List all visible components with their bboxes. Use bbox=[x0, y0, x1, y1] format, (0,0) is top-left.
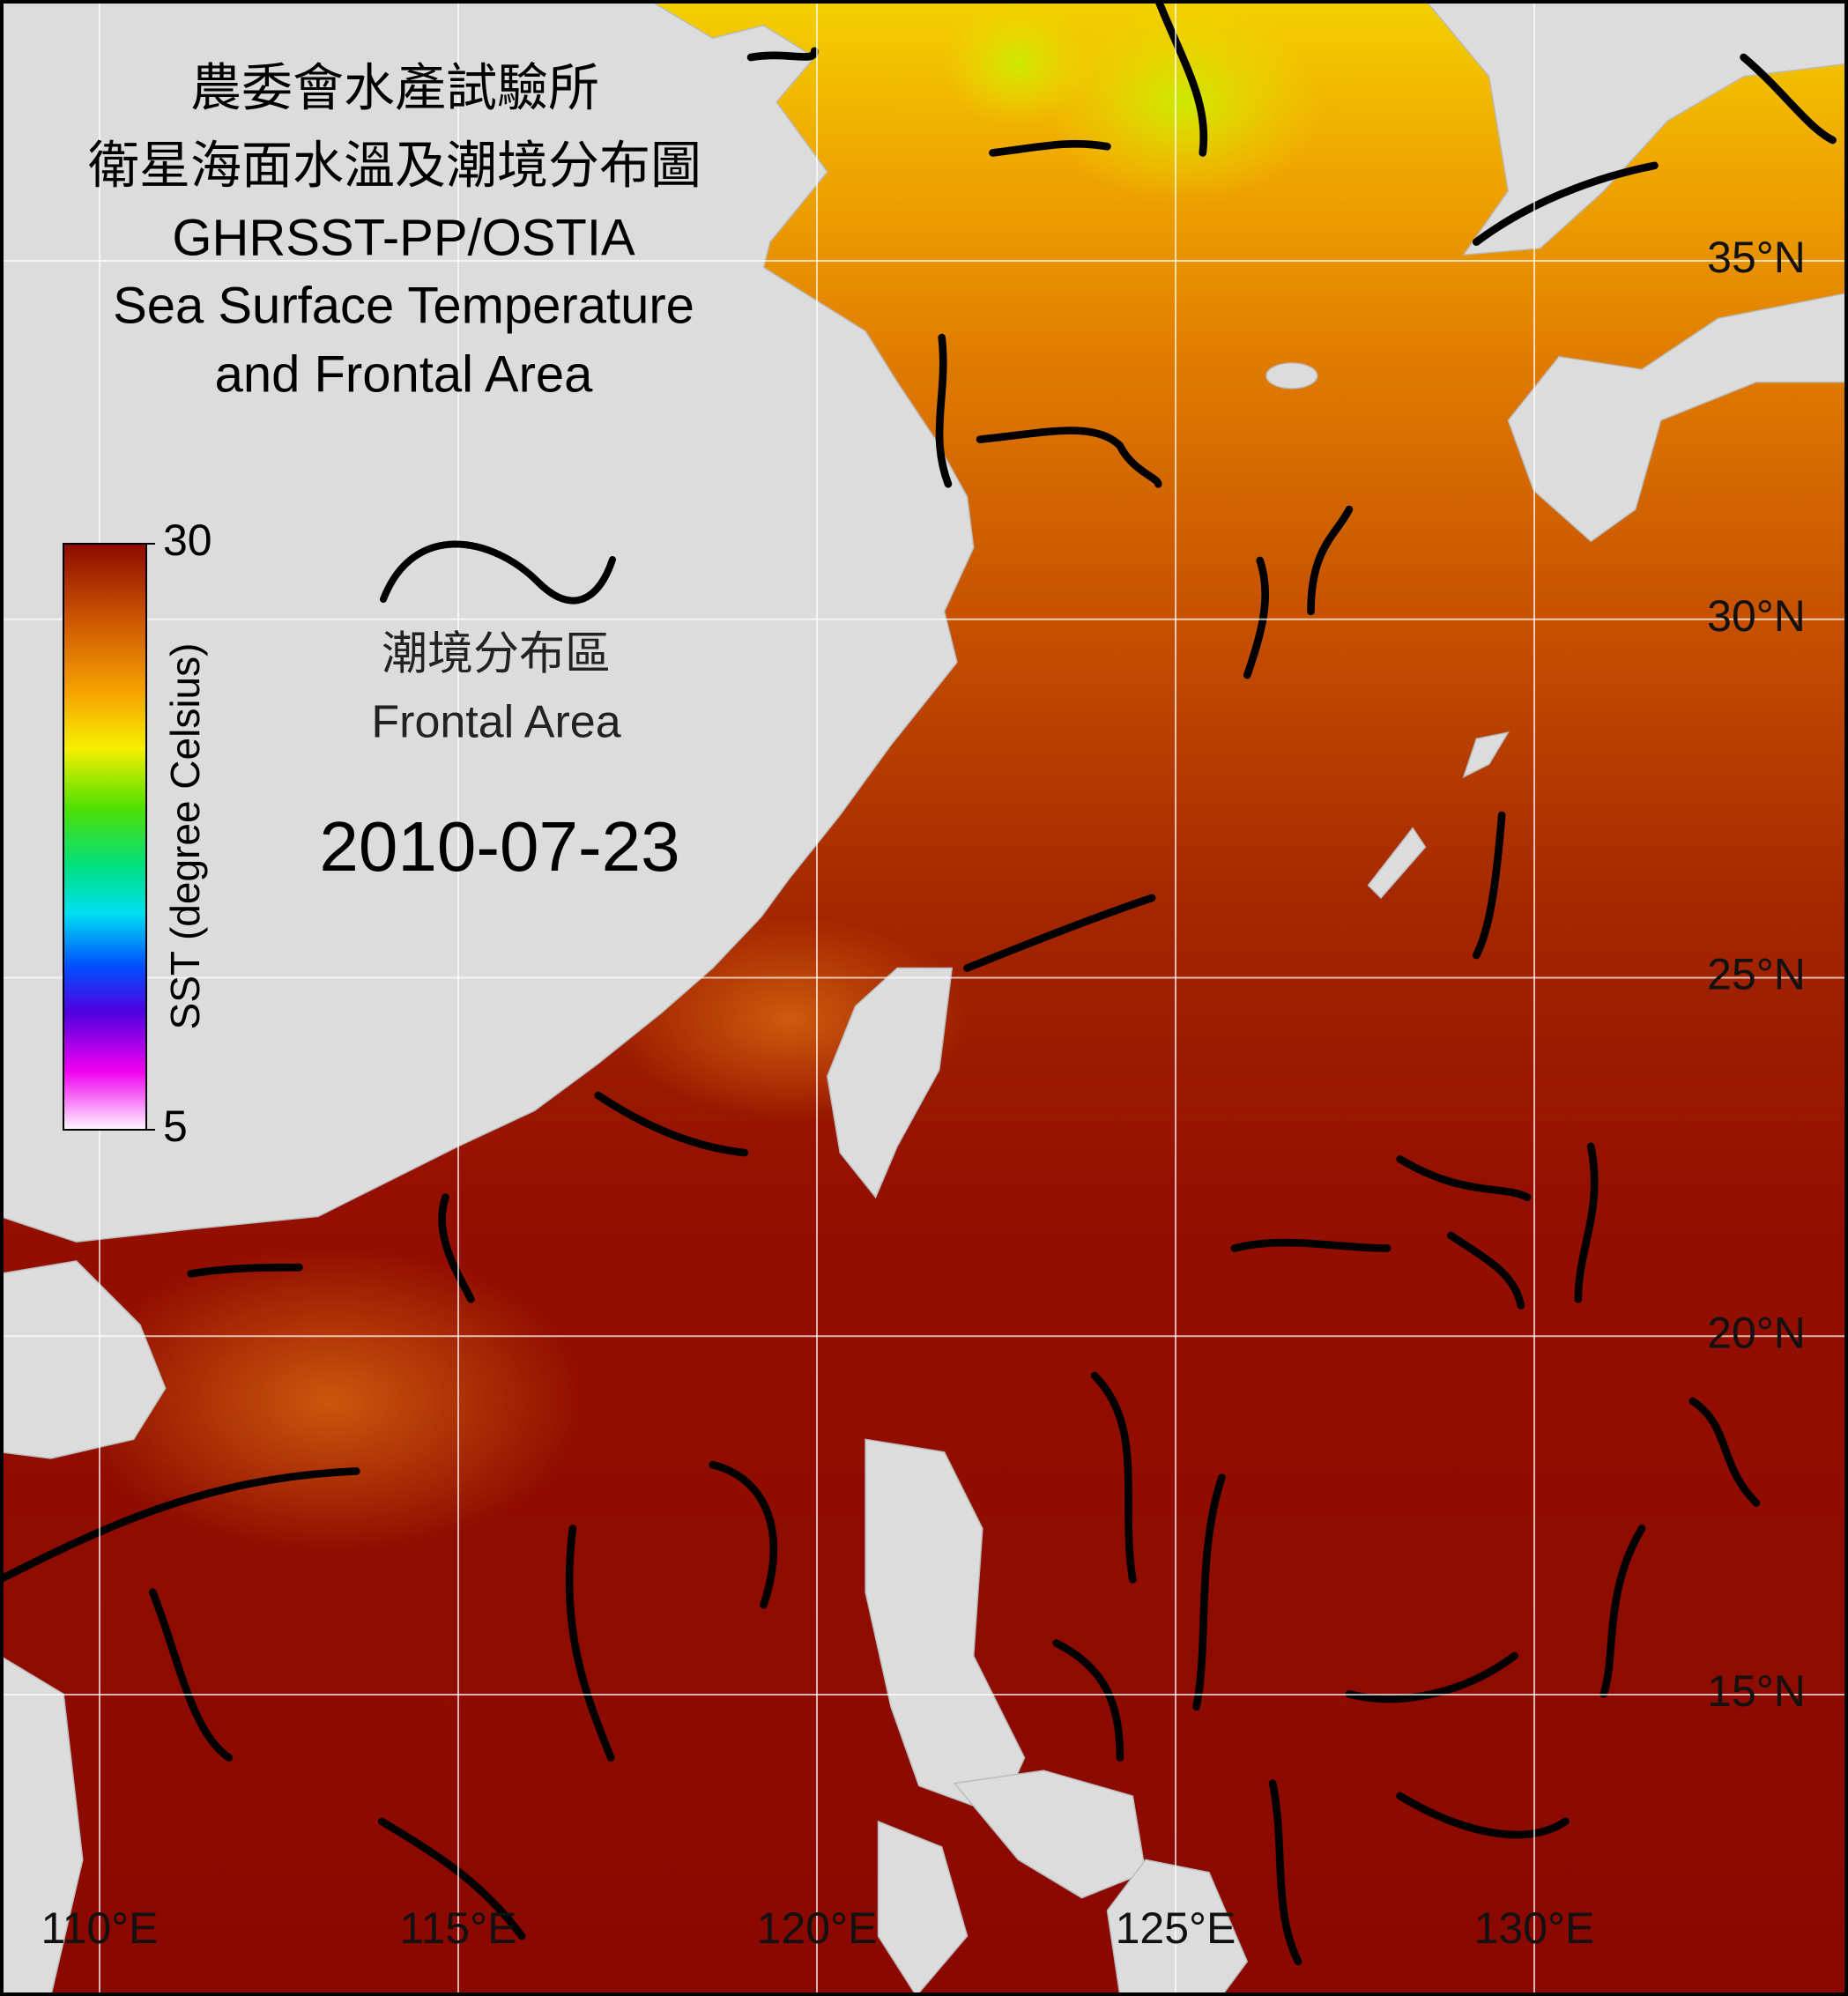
longitude-label: 120°E bbox=[757, 1903, 878, 1953]
cool-area bbox=[1043, 0, 1324, 204]
longitude-label: 110°E bbox=[41, 1903, 158, 1953]
colorbar-label: SST (degree Celsius) bbox=[162, 643, 208, 1030]
title-line: and Frontal Area bbox=[215, 345, 594, 403]
longitude-label: 115°E bbox=[399, 1903, 516, 1953]
date: 2010-07-23 bbox=[319, 807, 679, 886]
longitude-label: 130°E bbox=[1474, 1903, 1595, 1953]
colorbar-tick-label: 5 bbox=[163, 1102, 188, 1151]
title-line: 衛星海面水溫及潮境分布圖 bbox=[88, 137, 701, 194]
legend-label: 潮境分布區 bbox=[382, 629, 611, 680]
colorbar-ticks: 5 30 bbox=[146, 516, 212, 1151]
graticule-labels: 110°E 115°E 120°E 125°E 130°E 35°N 30°N 25°N 20°… bbox=[41, 233, 1805, 1953]
title-line: GHRSST-PP/OSTIA bbox=[172, 209, 635, 266]
colorbar-tick-label: 30 bbox=[163, 516, 212, 565]
latitude-label: 35°N bbox=[1707, 233, 1806, 282]
latitude-label: 30°N bbox=[1707, 591, 1806, 641]
latitude-label: 15°N bbox=[1707, 1666, 1806, 1716]
title-block: 農委會水產試驗所 衛星海面水溫及潮境分布圖 GHRSST-PP/OSTIA Se… bbox=[88, 59, 701, 403]
frontal-lines bbox=[0, 0, 1837, 1966]
longitude-label: 125°E bbox=[1116, 1903, 1236, 1953]
latitude-label: 20°N bbox=[1707, 1308, 1806, 1357]
legend-symbol bbox=[380, 540, 616, 605]
title-line: Sea Surface Temperature bbox=[113, 277, 694, 334]
title-line: 農委會水產試驗所 bbox=[190, 59, 599, 116]
latitude-label: 25°N bbox=[1707, 950, 1806, 999]
legend-label: Frontal Area bbox=[371, 697, 620, 748]
cool-area bbox=[941, 0, 1095, 128]
colorbar bbox=[63, 543, 147, 1131]
